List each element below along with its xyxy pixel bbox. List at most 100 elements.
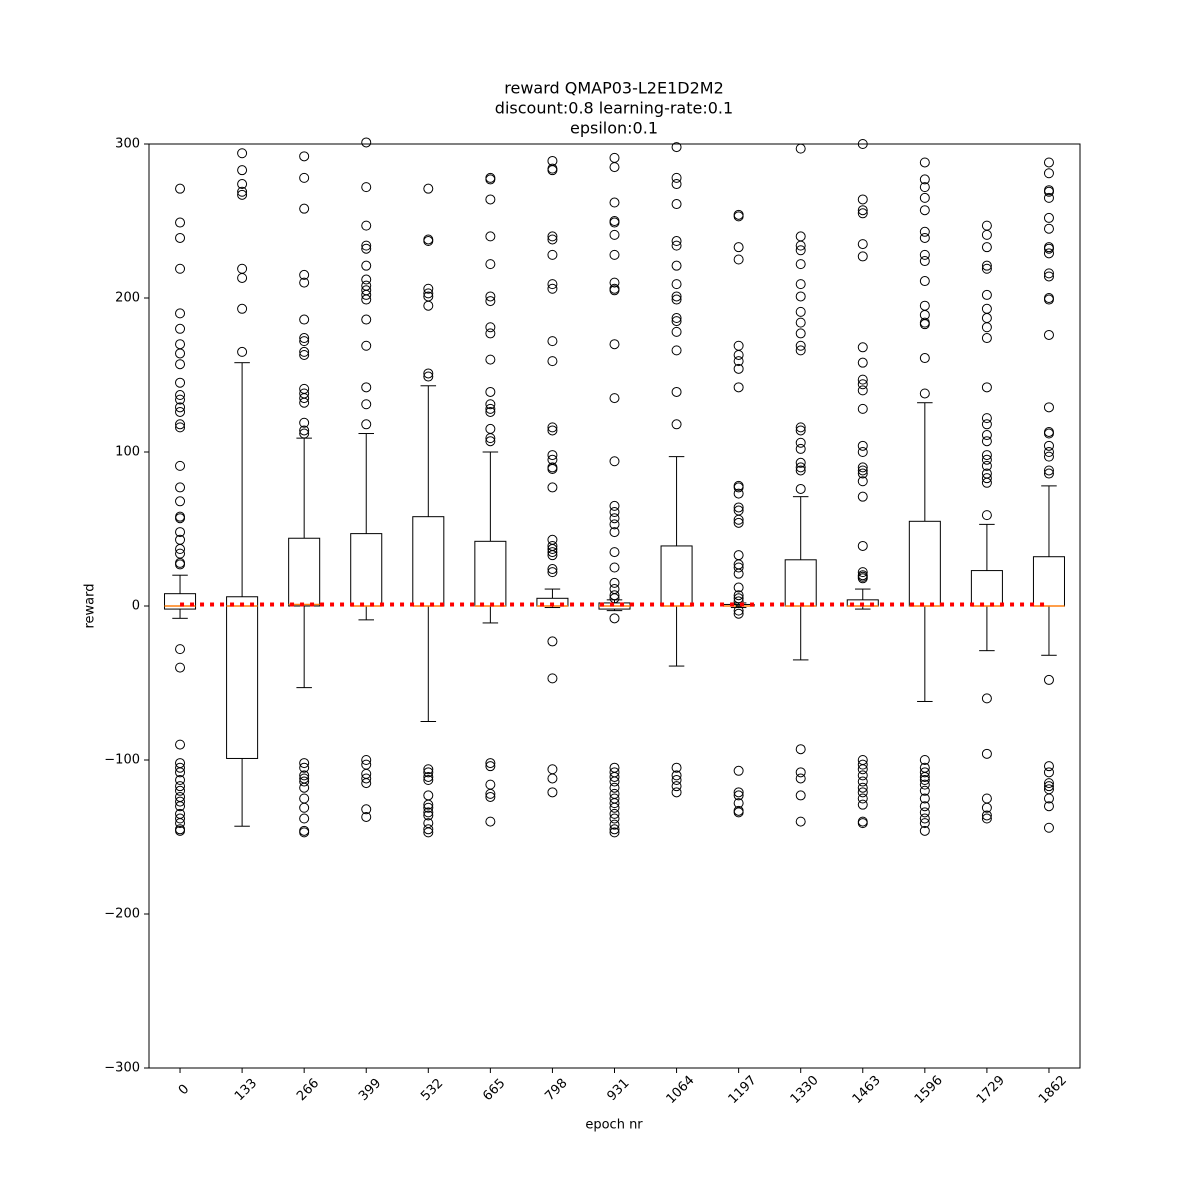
- outlier: [609, 593, 620, 604]
- outlier: [547, 283, 558, 294]
- outlier: [361, 137, 372, 148]
- outlier: [981, 510, 992, 521]
- outlier: [795, 462, 806, 473]
- outlier: [981, 413, 992, 424]
- outlier: [361, 274, 372, 285]
- outlier: [795, 465, 806, 476]
- outlier: [733, 605, 744, 616]
- outlier: [1043, 468, 1054, 479]
- outlier: [175, 394, 186, 405]
- outlier: [485, 406, 496, 417]
- outlier: [1043, 223, 1054, 234]
- outlier: [981, 748, 992, 759]
- outlier: [609, 798, 620, 809]
- outlier: [423, 775, 434, 786]
- outlier: [919, 767, 930, 778]
- outlier: [299, 314, 310, 325]
- outlier: [1043, 268, 1054, 279]
- outlier: [237, 189, 248, 200]
- outlier: [609, 500, 620, 511]
- outlier: [175, 801, 186, 812]
- outlier: [857, 194, 868, 205]
- outlier: [485, 354, 496, 365]
- outlier: [795, 437, 806, 448]
- outlier: [1043, 157, 1054, 168]
- outlier: [485, 761, 496, 772]
- outlier: [919, 205, 930, 216]
- outlier: [299, 782, 310, 793]
- outlier: [361, 399, 372, 410]
- outlier: [919, 319, 930, 330]
- outlier: [919, 276, 930, 287]
- outlier: [299, 770, 310, 781]
- outlier: [981, 260, 992, 271]
- outlier: [671, 260, 682, 271]
- y-tick-label: 200: [115, 291, 140, 306]
- outlier: [609, 802, 620, 813]
- outlier: [671, 419, 682, 430]
- outlier: [1043, 402, 1054, 413]
- outlier: [1043, 192, 1054, 203]
- outlier: [609, 527, 620, 538]
- outlier: [1043, 243, 1054, 254]
- outlier: [733, 562, 744, 573]
- outlier: [423, 827, 434, 838]
- outlier: [299, 172, 310, 183]
- outlier: [609, 771, 620, 782]
- outlier: [547, 249, 558, 260]
- outlier: [609, 776, 620, 787]
- outlier: [733, 590, 744, 601]
- outlier: [423, 288, 434, 299]
- outlier: [237, 165, 248, 176]
- outlier: [237, 272, 248, 283]
- outlier: [857, 468, 868, 479]
- outlier: [981, 436, 992, 447]
- outlier: [671, 316, 682, 327]
- outlier: [981, 419, 992, 430]
- outlier: [919, 813, 930, 824]
- outlier: [485, 296, 496, 307]
- outlier: [857, 759, 868, 770]
- outlier: [361, 419, 372, 430]
- outlier: [175, 662, 186, 673]
- outlier: [1043, 674, 1054, 685]
- outlier: [857, 770, 868, 781]
- outlier: [981, 810, 992, 821]
- outlier: [423, 802, 434, 813]
- outlier: [857, 764, 868, 775]
- y-tick-label: −200: [104, 907, 140, 922]
- outlier: [609, 547, 620, 558]
- outlier: [733, 517, 744, 528]
- outlier: [1043, 781, 1054, 792]
- outlier: [609, 519, 620, 530]
- outlier: [361, 182, 372, 193]
- outlier: [547, 787, 558, 798]
- outlier: [175, 390, 186, 401]
- outlier: [1043, 778, 1054, 789]
- outlier: [609, 613, 620, 624]
- y-tick-label: 100: [115, 445, 140, 460]
- outlier: [485, 194, 496, 205]
- outlier: [919, 256, 930, 267]
- outlier: [981, 454, 992, 465]
- box: [288, 537, 321, 607]
- outlier: [609, 217, 620, 228]
- outlier: [733, 790, 744, 801]
- outlier: [857, 793, 868, 804]
- outlier: [299, 758, 310, 769]
- outlier: [1043, 294, 1054, 305]
- outlier: [609, 513, 620, 524]
- outlier: [1043, 248, 1054, 259]
- outlier: [795, 340, 806, 351]
- outlier: [671, 291, 682, 302]
- outlier: [175, 460, 186, 471]
- outlier: [981, 477, 992, 488]
- outlier: [175, 359, 186, 370]
- outlier: [795, 245, 806, 256]
- outlier: [919, 801, 930, 812]
- outlier: [485, 791, 496, 802]
- outlier: [299, 349, 310, 360]
- outlier: [733, 787, 744, 798]
- outlier: [671, 345, 682, 356]
- outlier: [175, 419, 186, 430]
